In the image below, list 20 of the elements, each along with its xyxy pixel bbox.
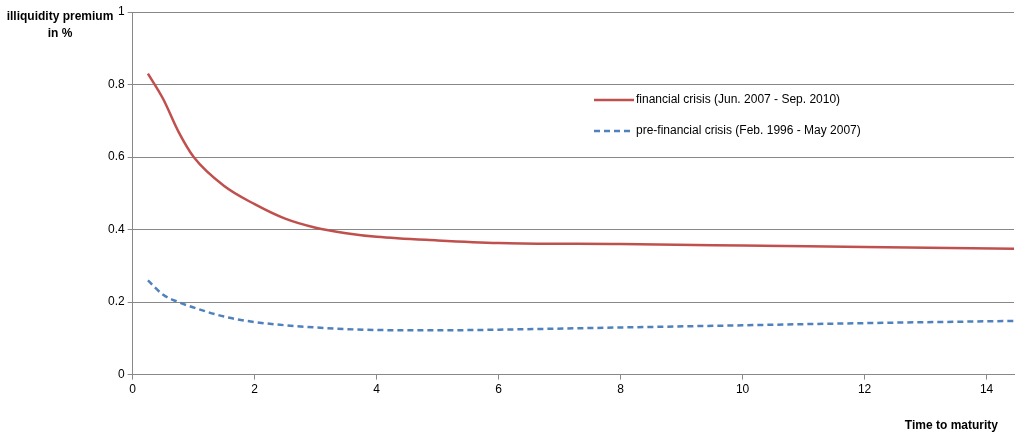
x-tick-label: 2 <box>251 382 259 397</box>
x-tick-label: 6 <box>495 382 503 397</box>
x-axis-title: Time to maturity <box>904 418 998 432</box>
x-tick-label: 0 <box>129 382 137 397</box>
y-tick-label: 0.6 <box>107 149 125 164</box>
y-axis-title: illiquidity premium in % <box>6 9 114 40</box>
x-tick-label: 14 <box>979 382 994 397</box>
x-tick-label: 12 <box>857 382 872 397</box>
line-series <box>146 72 1014 251</box>
y-tick-label: 1 <box>117 4 125 19</box>
x-tick-label: 4 <box>373 382 381 397</box>
y-tick-label: 0.8 <box>107 76 125 91</box>
x-tick-label: 10 <box>735 382 750 397</box>
legend-label: pre-financial crisis (Feb. 1996 - May 2007) <box>636 123 861 138</box>
legend-label: financial crisis (Jun. 2007 - Sep. 2010) <box>636 92 841 107</box>
line-series <box>146 279 1014 332</box>
y-tick-label: 0 <box>117 366 125 381</box>
y-tick-label: 0.4 <box>107 221 125 236</box>
y-tick-label: 0.2 <box>107 294 125 309</box>
x-tick-label: 8 <box>617 382 625 397</box>
